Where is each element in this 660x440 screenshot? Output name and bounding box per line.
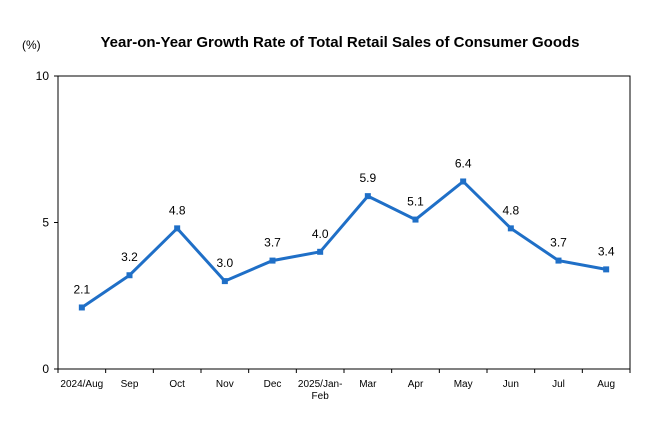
data-point <box>364 193 371 200</box>
y-unit-label: (%) <box>22 38 41 52</box>
x-tick-label-line: Apr <box>408 379 424 390</box>
data-point <box>412 216 419 223</box>
data-point <box>603 266 610 273</box>
x-tick-label: Oct <box>169 379 185 390</box>
x-tick-label-line: Jul <box>552 379 565 390</box>
data-label: 2.1 <box>73 282 90 296</box>
data-point <box>507 225 514 232</box>
data-label: 5.9 <box>359 171 376 185</box>
x-tick-label: Jun <box>503 379 519 390</box>
data-point <box>555 257 562 264</box>
x-tick-label: Apr <box>408 379 424 390</box>
x-tick-label-line: Feb <box>312 391 330 402</box>
x-tick-label: Jul <box>552 379 565 390</box>
x-tick-label: Sep <box>121 379 139 390</box>
data-label: 3.7 <box>550 236 567 250</box>
ticks-layer: 0 5 10 2024/Aug Sep Oct Nov Dec 2025/Jan-Feb Mar A… <box>36 69 631 402</box>
x-tick-label-line: Nov <box>216 379 234 390</box>
x-tick-label-line: May <box>454 379 473 390</box>
data-label: 5.1 <box>407 195 424 209</box>
series-line <box>80 179 607 309</box>
x-tick-label-line: Mar <box>359 379 377 390</box>
x-tick-label: 2024/Aug <box>60 379 103 390</box>
data-point <box>78 304 85 311</box>
x-tick-label-line: Aug <box>597 379 615 390</box>
data-point <box>269 257 276 264</box>
data-point <box>174 225 181 232</box>
x-tick-label-line: 2024/Aug <box>60 379 103 390</box>
x-tick-label: May <box>454 379 473 390</box>
y-tick-label: 5 <box>42 216 49 230</box>
data-point <box>317 248 324 255</box>
data-label: 4.8 <box>169 203 186 217</box>
chart-title: Year-on-Year Growth Rate of Total Retail… <box>100 34 580 51</box>
data-point <box>126 272 133 279</box>
series-layer <box>78 178 610 311</box>
data-labels-layer: 2.1 3.2 4.8 3.0 3.7 4.0 5.9 5.1 6.4 4.8 3.7 3.4 <box>73 156 614 296</box>
data-label: 3.2 <box>121 250 138 264</box>
data-label: 3.7 <box>264 236 281 250</box>
x-tick-label-line: Jun <box>503 379 519 390</box>
y-tick-label: 0 <box>42 362 49 376</box>
x-tick-label-line: Sep <box>121 379 139 390</box>
data-label: 3.0 <box>216 256 233 270</box>
x-tick-label-line: Dec <box>264 379 282 390</box>
x-tick-label-line: 2025/Jan- <box>298 379 342 390</box>
x-tick-label: 2025/Jan-Feb <box>298 379 342 402</box>
x-tick-label: Mar <box>359 379 377 390</box>
data-point <box>460 178 467 185</box>
x-tick-label: Dec <box>264 379 282 390</box>
y-tick-label: 10 <box>36 69 50 83</box>
x-tick-label-line: Oct <box>169 379 185 390</box>
data-label: 3.4 <box>598 244 615 258</box>
data-point <box>221 278 228 285</box>
data-label: 6.4 <box>455 156 472 170</box>
data-label: 4.8 <box>502 203 519 217</box>
x-tick-label: Nov <box>216 379 234 390</box>
x-tick-label: Aug <box>597 379 615 390</box>
data-label: 4.0 <box>312 227 329 241</box>
